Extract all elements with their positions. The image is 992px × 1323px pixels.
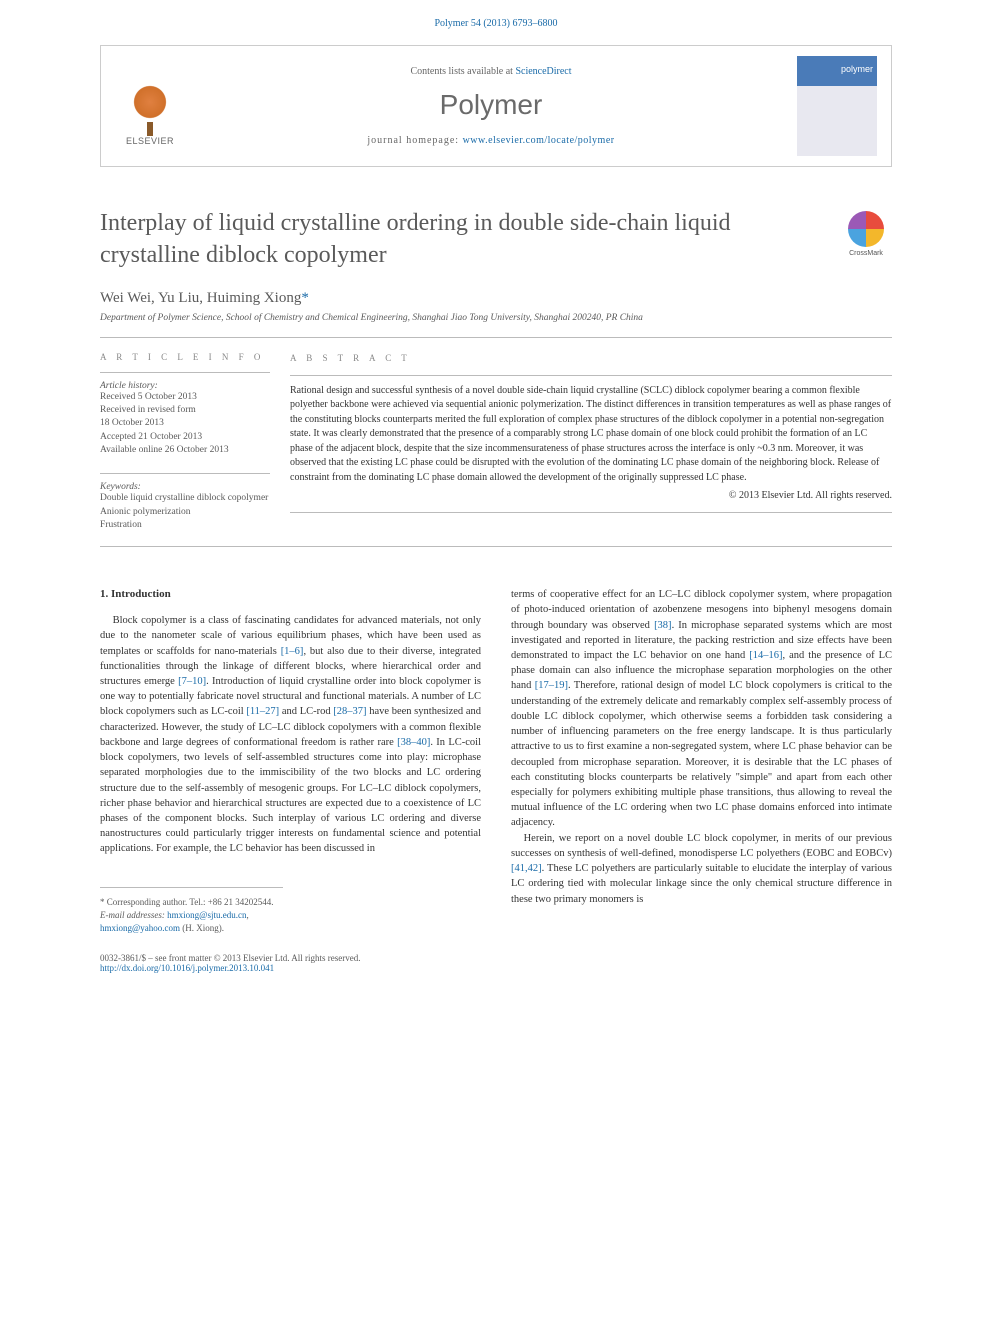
homepage-prefix: journal homepage: (367, 135, 462, 146)
body-column-right: terms of cooperative effect for an LC–LC… (511, 587, 892, 935)
keywords-label: Keywords: (100, 482, 270, 492)
article-info-column: A R T I C L E I N F O Article history: R… (100, 352, 290, 532)
divider (100, 546, 892, 547)
journal-homepage-line: journal homepage: www.elsevier.com/locat… (185, 135, 797, 146)
citation-link[interactable]: [38] (654, 620, 672, 631)
email-footnote: E-mail addresses: hmxiong@sjtu.edu.cn, h… (100, 909, 283, 935)
article-title: Interplay of liquid crystalline ordering… (100, 207, 820, 272)
elsevier-tree-icon (125, 82, 175, 132)
footer-metadata: 0032-3861/$ – see front matter © 2013 El… (100, 953, 892, 973)
citation-link[interactable]: [38–40] (397, 737, 430, 748)
citation-link[interactable]: [7–10] (178, 676, 206, 687)
crossmark-label: CrossMark (840, 250, 892, 257)
sciencedirect-link[interactable]: ScienceDirect (515, 66, 571, 77)
email-label: E-mail addresses: (100, 910, 167, 920)
citation-link[interactable]: [28–37] (333, 706, 366, 717)
journal-cover-label: polymer (841, 64, 873, 74)
history-line: Received 5 October 2013 (100, 391, 270, 404)
contents-prefix: Contents lists available at (410, 66, 515, 77)
body-text: . Therefore, rational design of model LC… (511, 680, 892, 828)
journal-name: Polymer (185, 89, 797, 121)
citation-link[interactable]: [1–6] (281, 646, 304, 657)
corresponding-mark: * (301, 290, 309, 306)
history-line: Received in revised form (100, 404, 270, 417)
body-text: . In LC-coil block copolymers, two level… (100, 737, 481, 855)
journal-homepage-link[interactable]: www.elsevier.com/locate/polymer (463, 135, 615, 146)
abstract-copyright: © 2013 Elsevier Ltd. All rights reserved… (290, 489, 892, 504)
divider (290, 512, 892, 513)
authors-text: Wei Wei, Yu Liu, Huiming Xiong (100, 290, 301, 306)
footnotes: * Corresponding author. Tel.: +86 21 342… (100, 887, 283, 935)
crossmark-icon (848, 211, 884, 247)
crossmark-badge[interactable]: CrossMark (840, 211, 892, 263)
abstract-text: Rational design and successful synthesis… (290, 384, 892, 486)
journal-masthead: ELSEVIER Contents lists available at Sci… (100, 45, 892, 167)
body-paragraph: Block copolymer is a class of fascinatin… (100, 613, 481, 857)
citation-link[interactable]: [11–27] (246, 706, 279, 717)
text: , (246, 910, 248, 920)
text: (H. Xiong). (180, 923, 224, 933)
running-head-citation: Polymer 54 (2013) 6793–6800 (0, 0, 992, 35)
history-line: Available online 26 October 2013 (100, 444, 270, 457)
section-heading-introduction: 1. Introduction (100, 587, 481, 603)
divider (100, 372, 270, 373)
history-line: 18 October 2013 (100, 417, 270, 430)
body-text: . These LC polyethers are particularly s… (511, 863, 892, 904)
body-paragraph: Herein, we report on a novel double LC b… (511, 831, 892, 907)
body-text: and LC-rod (279, 706, 333, 717)
author-list: Wei Wei, Yu Liu, Huiming Xiong* (100, 290, 892, 307)
issn-copyright-line: 0032-3861/$ – see front matter © 2013 El… (100, 953, 892, 963)
body-text: Herein, we report on a novel double LC b… (511, 833, 892, 859)
body-two-column: 1. Introduction Block copolymer is a cla… (100, 587, 892, 935)
citation-link[interactable]: [17–19] (535, 680, 568, 691)
body-paragraph: terms of cooperative effect for an LC–LC… (511, 587, 892, 831)
email-link[interactable]: hmxiong@yahoo.com (100, 923, 180, 933)
keyword: Frustration (100, 519, 270, 532)
abstract-column: A B S T R A C T Rational design and succ… (290, 352, 892, 532)
masthead-center: Contents lists available at ScienceDirec… (185, 66, 797, 146)
divider (290, 375, 892, 376)
journal-cover-thumbnail: polymer (797, 56, 877, 156)
article-history-label: Article history: (100, 381, 270, 391)
corresponding-author-footnote: * Corresponding author. Tel.: +86 21 342… (100, 896, 283, 909)
article-info-heading: A R T I C L E I N F O (100, 352, 270, 362)
publisher-name: ELSEVIER (126, 136, 174, 146)
divider (100, 473, 270, 474)
contents-available-line: Contents lists available at ScienceDirec… (185, 66, 797, 77)
history-line: Accepted 21 October 2013 (100, 431, 270, 444)
abstract-heading: A B S T R A C T (290, 352, 892, 365)
email-link[interactable]: hmxiong@sjtu.edu.cn (167, 910, 246, 920)
keyword: Double liquid crystalline diblock copoly… (100, 492, 270, 505)
doi-link[interactable]: http://dx.doi.org/10.1016/j.polymer.2013… (100, 963, 274, 973)
body-column-left: 1. Introduction Block copolymer is a cla… (100, 587, 481, 935)
citation-link[interactable]: [14–16] (749, 650, 782, 661)
publisher-logo: ELSEVIER (115, 66, 185, 146)
keyword: Anionic polymerization (100, 506, 270, 519)
citation-link[interactable]: [41,42] (511, 863, 542, 874)
affiliation: Department of Polymer Science, School of… (100, 313, 892, 337)
divider (100, 337, 892, 338)
